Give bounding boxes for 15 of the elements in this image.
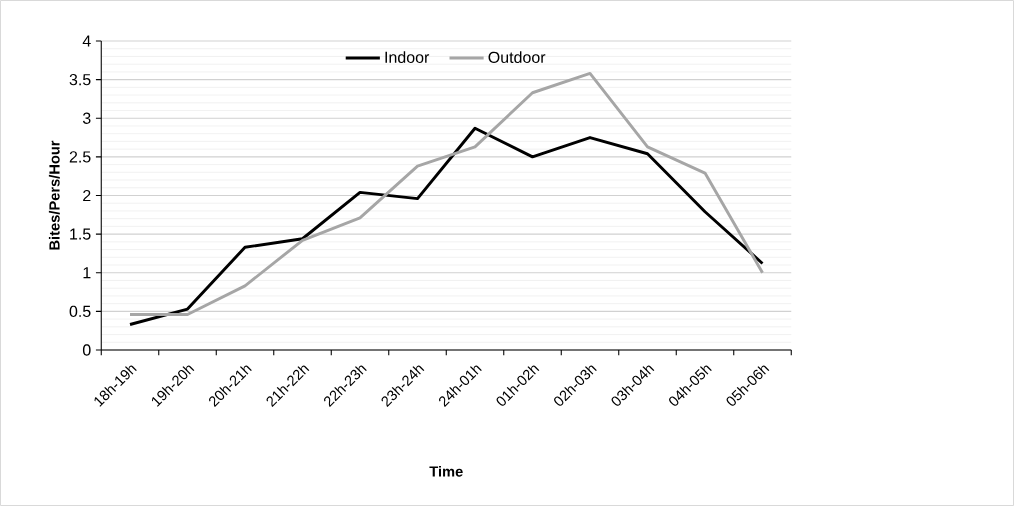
x-axis-title: Time xyxy=(429,465,463,477)
y-tick-label: 1 xyxy=(83,267,91,279)
legend-label: Indoor xyxy=(385,51,430,63)
y-tick-label: 0.5 xyxy=(69,305,91,318)
y-tick-label: 4 xyxy=(82,35,91,47)
y-tick-label: 2 xyxy=(83,189,91,202)
y-tick-label: 1.5 xyxy=(70,228,91,240)
y-tick-label: 3.5 xyxy=(69,73,91,86)
y-axis-title: Bites/Pers/Hour xyxy=(48,140,60,250)
y-tick-label: 3 xyxy=(82,112,91,124)
y-tick-label: 0 xyxy=(82,344,91,356)
line-series xyxy=(128,71,764,316)
y-tick-label: 2.5 xyxy=(69,151,91,163)
legend-label: Outdoor xyxy=(488,51,546,63)
line-series xyxy=(128,126,764,326)
